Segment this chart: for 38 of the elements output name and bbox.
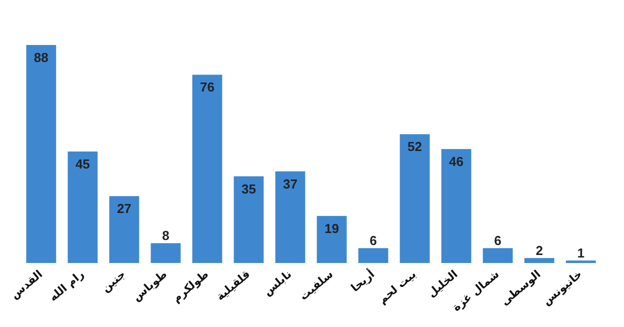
data-label: 2 bbox=[536, 243, 543, 258]
data-label: 37 bbox=[283, 176, 298, 192]
bar bbox=[26, 45, 56, 263]
x-tick-label: قلقيلية bbox=[214, 268, 253, 304]
data-label: 1 bbox=[577, 246, 584, 261]
data-label: 76 bbox=[200, 80, 214, 95]
data-label: 52 bbox=[408, 139, 422, 154]
data-label: 46 bbox=[449, 154, 464, 170]
bar bbox=[109, 196, 140, 263]
bar bbox=[400, 134, 430, 263]
x-tick-label: طولكرم bbox=[170, 268, 212, 306]
data-label: 27 bbox=[116, 201, 132, 216]
bar bbox=[234, 176, 264, 263]
data-label: 35 bbox=[241, 181, 256, 196]
bar bbox=[441, 149, 472, 263]
x-tick-label: أريحا bbox=[348, 266, 378, 295]
data-label: 45 bbox=[75, 156, 90, 172]
bar bbox=[358, 248, 388, 263]
x-tick-label: القدس bbox=[8, 268, 46, 302]
x-tick-label: رام الله bbox=[46, 268, 87, 304]
bar bbox=[482, 248, 513, 263]
x-tick-label: نابلس bbox=[260, 268, 294, 298]
data-label: 19 bbox=[324, 220, 339, 236]
bar bbox=[150, 243, 181, 263]
bar bbox=[316, 216, 347, 263]
bar bbox=[68, 152, 98, 263]
bar bbox=[275, 171, 306, 263]
bar bbox=[524, 258, 554, 263]
x-tick-label: بيت لحم bbox=[376, 268, 419, 306]
data-label: 6 bbox=[494, 233, 502, 248]
data-label: 8 bbox=[162, 228, 170, 244]
x-tick-label: سلفيت bbox=[297, 268, 336, 303]
x-tick-label: جنين bbox=[99, 268, 128, 295]
data-label: 88 bbox=[34, 50, 48, 65]
bar bbox=[192, 74, 222, 263]
x-tick-label: طوباس bbox=[130, 268, 170, 304]
data-label: 6 bbox=[370, 233, 377, 248]
x-tick-label: الخليل bbox=[425, 268, 460, 300]
